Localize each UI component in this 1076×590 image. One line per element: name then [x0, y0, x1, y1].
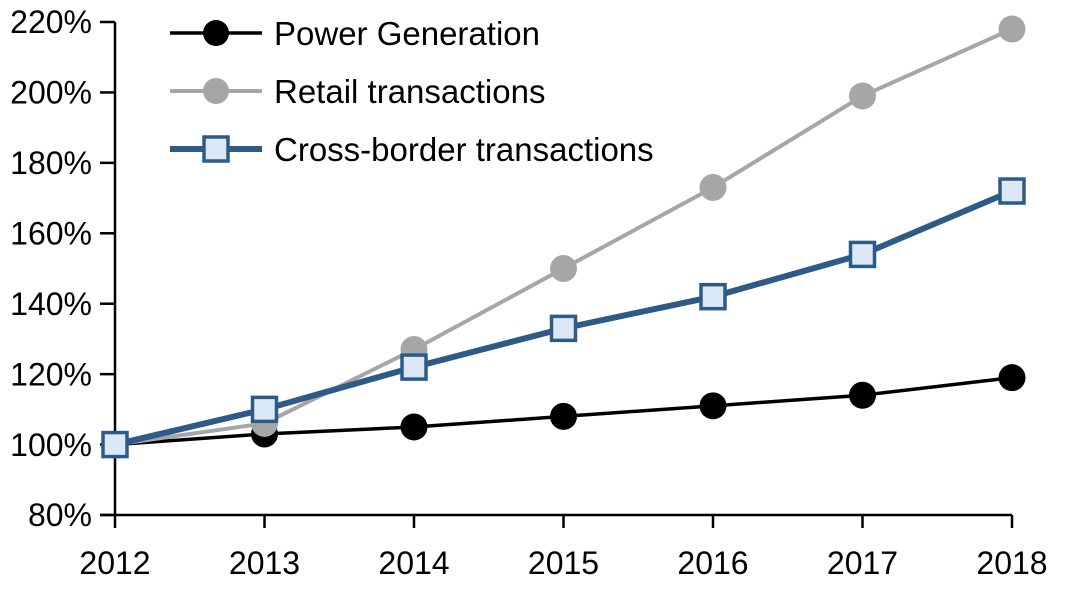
y-tick-label: 160% — [10, 215, 92, 251]
x-tick-label: 2017 — [827, 545, 898, 581]
legend-label-power-generation: Power Generation — [274, 14, 540, 52]
legend-item-cross-border-transactions: Cross-border transactions — [168, 120, 654, 178]
power-generation-marker-icon — [170, 20, 262, 46]
chart-legend: Power Generation Retail transactions Cro… — [168, 4, 654, 178]
data-point-marker — [101, 430, 129, 459]
legend-label-cross-border-transactions: Cross-border transactions — [274, 130, 654, 168]
y-tick-label: 140% — [10, 286, 92, 322]
data-point-marker — [998, 177, 1026, 205]
x-tick-label: 2015 — [528, 545, 599, 581]
legend-item-power-generation: Power Generation — [168, 4, 654, 62]
data-point-marker — [849, 82, 876, 110]
x-tick-label: 2013 — [229, 545, 300, 581]
retail-transactions-marker-icon — [170, 78, 262, 104]
data-point-marker — [550, 402, 577, 430]
y-tick-label: 180% — [10, 145, 92, 181]
data-point-marker — [250, 395, 279, 424]
data-point-marker — [849, 381, 876, 409]
legend-label-retail-transactions: Retail transactions — [274, 72, 546, 110]
data-point-marker — [998, 364, 1026, 392]
data-point-marker — [998, 15, 1026, 43]
cross-border-transactions-marker-icon — [170, 135, 262, 163]
data-point-marker — [699, 282, 727, 311]
data-point-marker — [549, 314, 578, 343]
x-tick-label: 2018 — [976, 545, 1047, 581]
data-point-marker — [699, 392, 727, 420]
x-tick-label: 2014 — [378, 545, 449, 581]
data-point-marker — [400, 353, 428, 381]
data-point-marker — [400, 413, 428, 441]
legend-item-retail-transactions: Retail transactions — [168, 62, 654, 120]
data-point-marker — [848, 240, 877, 269]
x-tick-label: 2016 — [677, 545, 748, 581]
y-tick-label: 200% — [10, 75, 92, 111]
data-point-marker — [550, 255, 577, 282]
data-point-marker — [699, 174, 727, 202]
y-tick-label: 100% — [10, 427, 92, 463]
y-tick-label: 220% — [10, 4, 92, 40]
y-tick-label: 80% — [28, 497, 92, 533]
x-tick-label: 2012 — [79, 545, 150, 581]
y-tick-label: 120% — [10, 356, 92, 392]
